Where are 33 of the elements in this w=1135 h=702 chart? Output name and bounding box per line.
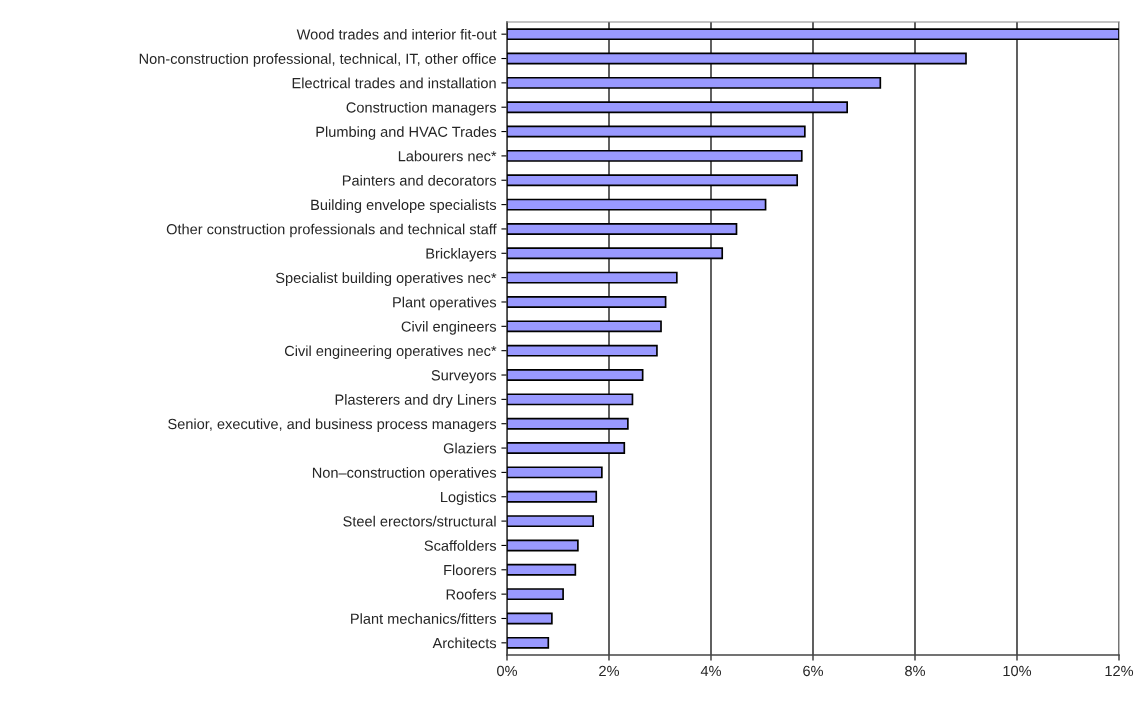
y-tick-label: Plant mechanics/fitters [351,613,497,624]
x-tick-label: 2% [599,665,620,677]
y-tick-label: Non–construction operatives [312,467,497,481]
y-tick-label: Surveyors [431,370,497,384]
y-tick-label: Plumbing and HVAC Trades [316,126,497,140]
y-tick-label: Roofers [446,588,497,600]
y-tick-label: Plant operatives [393,296,497,311]
y-tick-label: Plasterers and dry Liners [335,394,497,408]
y-tick-label: Logistics [441,491,497,506]
x-tick-label: 12% [1105,665,1134,677]
y-tick-label: Specialist building operatives nec* [275,272,497,286]
x-tick-label: 0% [497,665,518,677]
y-tick-label: Floorers [444,564,497,576]
y-tick-label: Steel erectors/structural [343,515,496,527]
y-tick-label: Non-construction professional, technical, IT, other office [139,53,496,67]
y-tick-label: Other construction professionals and technical staff [166,223,497,238]
y-tick-label: Wood trades and interior fit-out [296,28,497,40]
y-tick-label: Scaffolders [424,540,497,551]
y-tick-label: Painters and decorators [342,174,497,186]
y-tick-label: Building envelope specialists [311,199,497,213]
y-tick-label: Electrical trades and installation [292,77,496,89]
y-tick-label: Bricklayers [426,248,497,262]
x-tick-label: 8% [905,665,926,677]
x-tick-label: 4% [700,665,722,677]
y-tick-label: Civil engineers [401,321,497,335]
y-tick-label: Labourers nec* [398,150,497,162]
y-tick-label: Senior, executive, and business process managers [168,418,497,433]
y-tick-label: Construction managers [346,101,497,116]
y-tick-label: Architects [432,637,497,649]
y-tick-label: Civil engineering operatives nec* [284,345,497,359]
x-tick-label: 6% [803,665,824,677]
y-tick-label: Glaziers [443,442,497,454]
x-tick-label: 10% [1003,665,1032,677]
